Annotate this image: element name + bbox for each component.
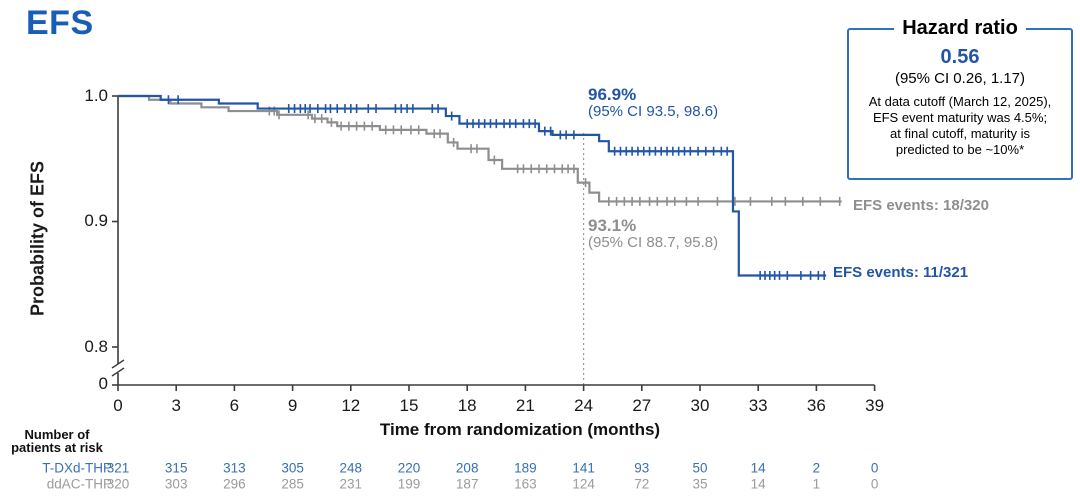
- risk-value: 296: [223, 476, 246, 492]
- y-axis-label: Probability of EFS: [27, 161, 48, 317]
- risk-value: 313: [223, 460, 246, 476]
- risk-value: 14: [750, 460, 766, 476]
- x-tick-label: 12: [341, 396, 361, 415]
- x-tick-label: 24: [574, 396, 594, 415]
- ddac-24mo-ci: (95% CI 88.7, 95.8): [588, 234, 719, 251]
- risk-value: 0: [870, 476, 879, 492]
- risk-value: 93: [634, 460, 650, 476]
- risk-value: 285: [281, 476, 304, 492]
- risk-value: 189: [514, 460, 537, 476]
- x-tick-label: 9: [287, 396, 298, 415]
- hazard-ratio-value: 0.56: [940, 46, 980, 68]
- x-tick-label: 6: [229, 396, 240, 415]
- risk-value: 124: [572, 476, 595, 492]
- y-tick-label: 0: [98, 374, 108, 393]
- hazard-ratio-box: Hazard ratio 0.56 (95% CI 0.26, 1.17) At…: [847, 17, 1073, 180]
- km-curve-ddac-thp: [118, 94, 842, 203]
- risk-value: 220: [397, 460, 421, 476]
- x-tick-label: 15: [399, 396, 419, 415]
- risk-table-header: Number of patients at risk: [0, 428, 114, 454]
- risk-value: 305: [281, 460, 304, 476]
- note-line: predicted to be ~10%*: [895, 142, 1025, 157]
- risk-value: 1: [812, 476, 821, 492]
- note-line: EFS event maturity was 4.5%;: [872, 110, 1048, 125]
- y-tick-label: 0.9: [84, 211, 108, 230]
- risk-header-line: Number of: [24, 427, 90, 442]
- x-tick-label: 36: [806, 396, 826, 415]
- ddac-24mo-rate: 93.1%: [588, 216, 637, 235]
- risk-row-label-tdxd: T-DXd-THP: [42, 460, 112, 476]
- x-tick-label: 27: [632, 396, 652, 415]
- tdxd-24mo-rate: 96.9%: [588, 85, 637, 104]
- x-tick-label: 30: [690, 396, 710, 415]
- risk-value: 50: [692, 460, 708, 476]
- risk-value: 303: [164, 476, 188, 492]
- y-tick-label: 0.8: [84, 337, 108, 356]
- risk-value: 208: [455, 460, 479, 476]
- x-tick-label: 39: [865, 396, 885, 415]
- risk-value: 141: [572, 460, 595, 476]
- km-curve-t-dxd-thp: [118, 94, 827, 277]
- risk-value: 187: [455, 476, 479, 492]
- y-tick-label: 1.0: [84, 86, 108, 105]
- risk-value: 163: [514, 476, 537, 492]
- axis-break-mark: [111, 359, 125, 369]
- tdxd-24mo-ci: (95% CI 93.5, 98.6): [588, 103, 719, 120]
- risk-value: 2: [812, 460, 821, 476]
- risk-value: 35: [692, 476, 708, 492]
- risk-value: 199: [397, 476, 421, 492]
- risk-value: 248: [339, 460, 363, 476]
- x-tick-label: 3: [171, 396, 181, 415]
- risk-value: 320: [106, 476, 130, 492]
- risk-value: 0: [870, 460, 879, 476]
- page-title: EFS: [26, 4, 94, 42]
- risk-value: 315: [164, 460, 188, 476]
- x-tick-label: 33: [748, 396, 768, 415]
- note-line: At data cutoff (March 12, 2025),: [868, 94, 1052, 109]
- note-line: at final cutoff, maturity is: [890, 126, 1030, 141]
- hazard-ratio-note: At data cutoff (March 12, 2025), EFS eve…: [849, 94, 1071, 158]
- x-axis-label: Time from randomization (months): [379, 420, 661, 439]
- risk-value: 72: [634, 476, 650, 492]
- ddac-events-label: EFS events: 18/320: [853, 197, 989, 214]
- x-tick-label: 18: [457, 396, 477, 415]
- hazard-ratio-title: Hazard ratio: [849, 17, 1071, 40]
- hazard-ratio-ci: (95% CI 0.26, 1.17): [894, 70, 1026, 87]
- x-tick-label: 0: [113, 396, 123, 415]
- axis-break-mark: [111, 367, 125, 377]
- x-tick-label: 21: [515, 396, 535, 415]
- risk-value: 14: [750, 476, 766, 492]
- risk-value: 321: [106, 460, 130, 476]
- risk-value: 231: [339, 476, 363, 492]
- tdxd-events-label: EFS events: 11/321: [833, 264, 969, 281]
- risk-header-line: patients at risk: [11, 440, 103, 455]
- risk-row-label-ddac: ddAC-THP: [46, 476, 112, 492]
